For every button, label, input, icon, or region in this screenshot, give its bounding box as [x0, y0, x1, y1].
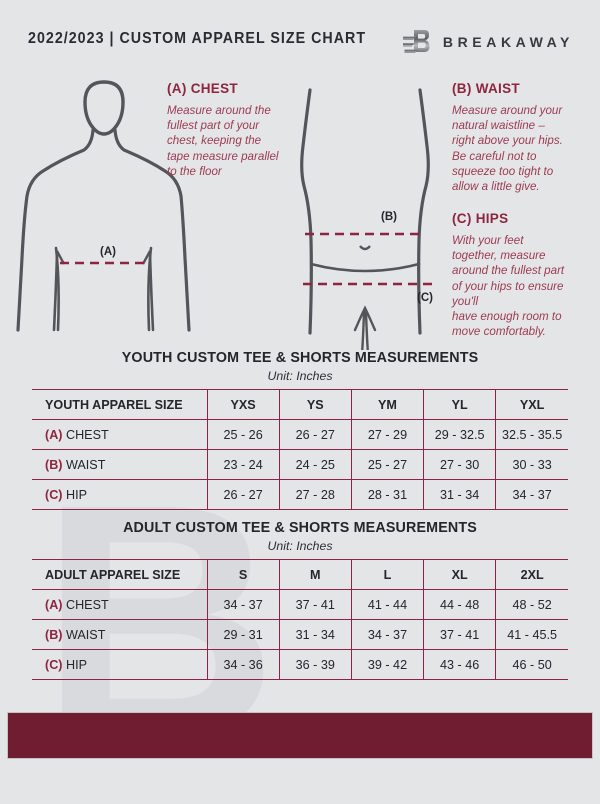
adult-hip-l: 39 - 42	[350, 649, 425, 680]
adult-chest-m: 37 - 41	[278, 589, 352, 620]
adult-hip-m: 36 - 39	[278, 649, 352, 680]
youth-chest-yxs: 25 - 26	[206, 419, 280, 450]
youth-waist-ys: 24 - 25	[278, 449, 352, 480]
measure-name-hip: HIP	[65, 487, 87, 502]
page-title: 2022/2023 | CUSTOM APPAREL SIZE CHART	[28, 30, 367, 47]
callout-hips-title: (C) HIPS	[452, 211, 509, 226]
youth-hip-yxs: 26 - 27	[206, 479, 280, 510]
navel-mark	[359, 245, 371, 251]
measurement-diagrams: (A) (B) (C)	[0, 68, 600, 350]
adult-size-table: ADULT APPAREL SIZE S M L XL 2XL (A) CHES…	[32, 559, 568, 680]
adult-chest-l: 41 - 44	[350, 589, 425, 620]
measure-name-waist: WAIST	[65, 627, 106, 642]
adult-size-col-0: S	[206, 559, 280, 590]
youth-size-col-2: YM	[350, 389, 425, 420]
measure-tag-c: (C)	[45, 487, 63, 502]
adult-table-unit: Unit: Inches	[267, 539, 333, 553]
callout-waist-title: (B) WAIST	[452, 81, 520, 96]
youth-size-col-0: YXS	[206, 389, 280, 420]
adult-row-label-waist: (B) WAIST	[32, 619, 208, 650]
callout-chest: (A) CHEST Measure around the fullest par…	[167, 81, 302, 179]
youth-chest-ym: 27 - 29	[350, 419, 425, 450]
youth-hip-ys: 27 - 28	[278, 479, 352, 510]
youth-chest-yxl: 32.5 - 35.5	[495, 419, 568, 450]
youth-waist-yxs: 23 - 24	[206, 449, 280, 480]
youth-chest-yl: 29 - 32.5	[423, 419, 497, 450]
footer-bar	[7, 712, 593, 759]
youth-waist-ym: 25 - 27	[350, 449, 425, 480]
adult-size-col-1: M	[278, 559, 352, 590]
youth-row-label-hip: (C) HIP	[32, 479, 208, 510]
adult-row-label-hip: (C) HIP	[32, 649, 208, 680]
page-header: 2022/2023 | CUSTOM APPAREL SIZE CHART	[0, 0, 600, 68]
table-row: (A) CHEST 34 - 37 37 - 41 41 - 44 44 - 4…	[32, 589, 568, 620]
adult-row-label-chest: (A) CHEST	[32, 589, 208, 620]
adult-waist-s: 29 - 31	[206, 619, 280, 650]
waist-measure-label: (B)	[381, 211, 397, 223]
youth-row-label-chest: (A) CHEST	[32, 419, 208, 450]
adult-waist-m: 31 - 34	[278, 619, 352, 650]
measure-tag-a: (A)	[45, 597, 63, 612]
youth-hip-yl: 31 - 34	[423, 479, 497, 510]
adult-chest-xl: 44 - 48	[423, 589, 497, 620]
callout-hips-body: With your feet together, measure around …	[452, 234, 565, 339]
chest-measure-label: (A)	[100, 246, 116, 258]
measure-name-hip: HIP	[65, 657, 87, 672]
table-header-row: ADULT APPAREL SIZE S M L XL 2XL	[32, 559, 568, 590]
body-figures-svg: (A) (B) (C)	[16, 80, 437, 350]
adult-chest-2xl: 48 - 52	[495, 589, 568, 620]
adult-chest-s: 34 - 37	[206, 589, 280, 620]
adult-size-header: ADULT APPAREL SIZE	[32, 559, 208, 590]
measure-tag-b: (B)	[45, 627, 63, 642]
youth-size-col-3: YL	[423, 389, 497, 420]
brand-name: BREAKAWAY	[442, 34, 574, 50]
youth-row-label-waist: (B) WAIST	[32, 449, 208, 480]
callout-waist: (B) WAIST Measure around your natural wa…	[452, 81, 592, 194]
adult-waist-l: 34 - 37	[350, 619, 425, 650]
hip-measure-label: (C)	[417, 292, 433, 304]
youth-table-title: YOUTH CUSTOM TEE & SHORTS MEASUREMENTS	[121, 350, 479, 366]
youth-size-col-4: YXL	[495, 389, 568, 420]
adult-hip-s: 34 - 36	[206, 649, 280, 680]
adult-size-col-2: L	[350, 559, 425, 590]
callout-chest-body: Measure around the fullest part of your …	[167, 104, 279, 178]
breakaway-b-logo-icon	[401, 27, 431, 57]
callout-waist-body: Measure around your natural waistline – …	[452, 104, 563, 194]
youth-chest-ys: 26 - 27	[278, 419, 352, 450]
callout-hips: (C) HIPS With your feet together, measur…	[452, 211, 594, 339]
youth-size-col-1: YS	[278, 389, 352, 420]
table-header-row: YOUTH APPAREL SIZE YXS YS YM YL YXL	[32, 389, 568, 420]
measure-name-chest: CHEST	[65, 597, 109, 612]
table-row: (A) CHEST 25 - 26 26 - 27 27 - 29 29 - 3…	[32, 419, 568, 450]
youth-hip-ym: 28 - 31	[350, 479, 425, 510]
adult-waist-2xl: 41 - 45.5	[495, 619, 568, 650]
youth-size-header: YOUTH APPAREL SIZE	[32, 389, 208, 420]
adult-table-title: ADULT CUSTOM TEE & SHORTS MEASUREMENTS	[123, 520, 477, 536]
youth-size-table: YOUTH APPAREL SIZE YXS YS YM YL YXL (A) …	[32, 389, 568, 510]
lower-body-figure	[300, 88, 430, 350]
adult-size-table-block: ADULT CUSTOM TEE & SHORTS MEASUREMENTS U…	[0, 520, 600, 680]
youth-table-unit: Unit: Inches	[267, 369, 333, 383]
youth-waist-yxl: 30 - 33	[495, 449, 568, 480]
upper-body-figure	[16, 80, 191, 332]
table-row: (C) HIP 26 - 27 27 - 28 28 - 31 31 - 34 …	[32, 479, 568, 510]
table-row: (B) WAIST 23 - 24 24 - 25 25 - 27 27 - 3…	[32, 449, 568, 480]
measure-name-chest: CHEST	[65, 427, 109, 442]
adult-size-col-3: XL	[423, 559, 497, 590]
table-row: (C) HIP 34 - 36 36 - 39 39 - 42 43 - 46 …	[32, 649, 568, 680]
measure-name-waist: WAIST	[65, 457, 106, 472]
youth-hip-yxl: 34 - 37	[495, 479, 568, 510]
youth-waist-yl: 27 - 30	[423, 449, 497, 480]
adult-hip-2xl: 46 - 50	[495, 649, 568, 680]
table-row: (B) WAIST 29 - 31 31 - 34 34 - 37 37 - 4…	[32, 619, 568, 650]
youth-size-table-block: YOUTH CUSTOM TEE & SHORTS MEASUREMENTS U…	[0, 350, 600, 510]
measure-tag-a: (A)	[45, 427, 63, 442]
brand-lockup: BREAKAWAY	[401, 27, 574, 57]
measure-tag-b: (B)	[45, 457, 63, 472]
adult-waist-xl: 37 - 41	[423, 619, 497, 650]
adult-hip-xl: 43 - 46	[423, 649, 497, 680]
callout-chest-title: (A) CHEST	[167, 81, 238, 96]
adult-size-col-4: 2XL	[495, 559, 568, 590]
measure-tag-c: (C)	[45, 657, 63, 672]
